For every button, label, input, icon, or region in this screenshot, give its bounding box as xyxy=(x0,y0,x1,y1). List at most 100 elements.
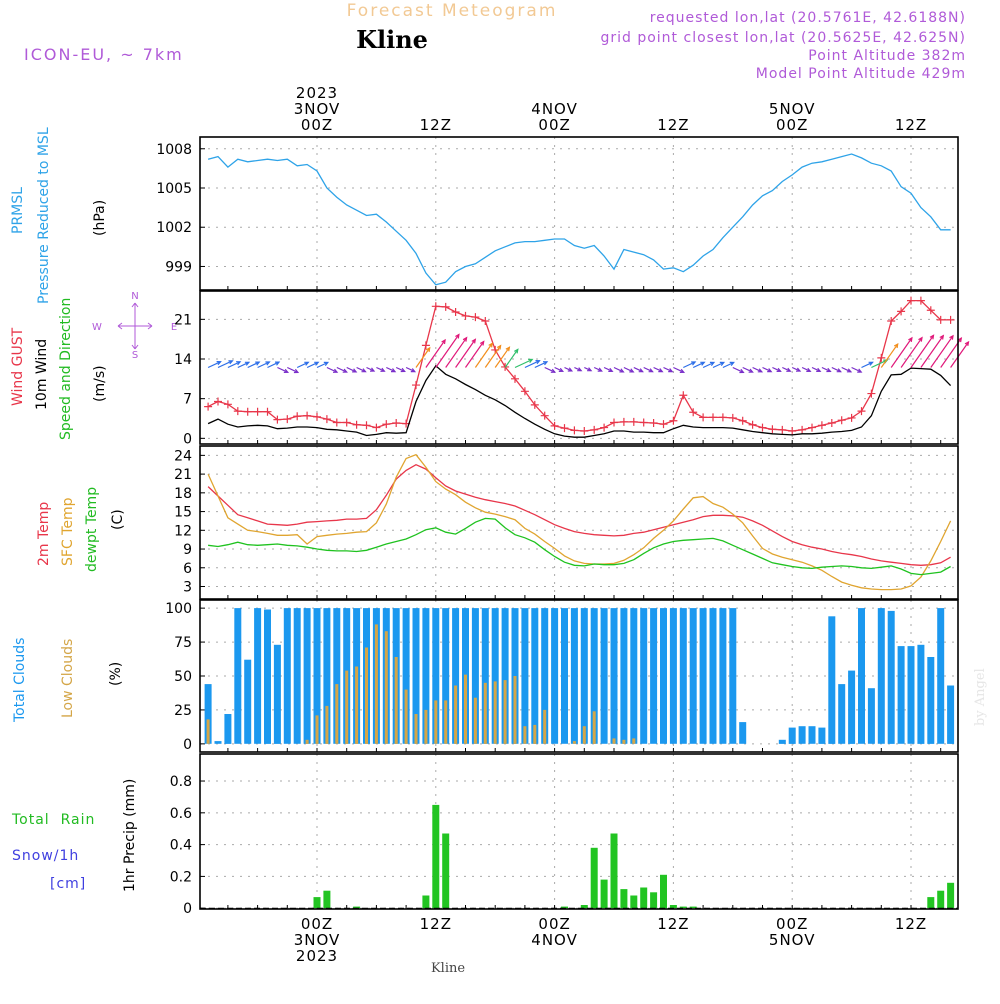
rain-bar xyxy=(580,905,588,909)
temp-series-sfc-temp xyxy=(207,453,952,591)
total-cloud-bar xyxy=(570,608,578,744)
wind-direction-arrow xyxy=(920,335,944,368)
total-cloud-bar xyxy=(580,608,588,744)
footer-location: Kline xyxy=(431,961,465,976)
wind-direction-arrow xyxy=(217,360,233,369)
wind-arrowhead xyxy=(949,334,954,340)
temp-ytick-label: 6 xyxy=(183,561,192,577)
temp-label-2m: 2m Temp xyxy=(36,502,52,566)
temp-label-dewpt: dewpt Temp xyxy=(84,487,100,572)
pressure-side-labels: PRMSL Pressure Reduced to MSL (hPa) xyxy=(10,127,108,304)
low-cloud-bar xyxy=(404,689,408,744)
wind-direction-arrow xyxy=(445,337,468,368)
gust-marker xyxy=(204,402,213,411)
wind-arrowhead xyxy=(629,368,635,373)
low-cloud-bar xyxy=(543,709,547,744)
rain-bar xyxy=(313,897,321,909)
wind-direction-arrow xyxy=(613,366,624,373)
wind-arrowhead xyxy=(265,361,271,366)
wind-arrowhead xyxy=(496,344,502,350)
wind-arrowhead xyxy=(567,367,574,372)
bottom-time-label: 2023 xyxy=(296,947,338,965)
low-cloud-bar xyxy=(632,738,636,744)
wind-arrowhead xyxy=(380,367,386,372)
temp-label-sfc: SFC Temp xyxy=(60,497,76,566)
wind-arrowhead xyxy=(283,368,290,373)
wind-arrowhead xyxy=(455,333,460,339)
wind-direction-arrow xyxy=(554,366,564,372)
gust-marker xyxy=(669,416,678,425)
gust-marker xyxy=(926,306,935,315)
wind-arrowhead xyxy=(304,361,310,366)
total-cloud-bar xyxy=(442,608,450,744)
wind-unit: (m/s) xyxy=(92,365,108,402)
rain-bar xyxy=(442,833,450,909)
temp-ytick-label: 9 xyxy=(183,542,192,558)
gust-marker xyxy=(342,418,351,427)
gust-marker xyxy=(520,387,529,396)
rain-bar xyxy=(679,906,687,909)
gust-marker xyxy=(441,302,450,311)
wind-label-10m: 10m Wind xyxy=(34,339,50,410)
bottom-time-label: 5NOV xyxy=(769,931,816,949)
wind-arrowhead xyxy=(216,361,222,366)
total-cloud-bar xyxy=(422,608,430,744)
total-cloud-bar xyxy=(214,741,222,744)
gust-marker xyxy=(778,425,787,434)
wind-label-speed-dir: Speed and Direction xyxy=(58,298,74,440)
wind-ytick-label: 7 xyxy=(183,392,192,408)
wind-series-wind-gust xyxy=(207,299,951,432)
wind-arrowhead xyxy=(597,367,603,372)
wind-direction-arrow xyxy=(267,361,280,369)
gust-marker xyxy=(817,421,826,430)
total-cloud-bar xyxy=(204,684,212,744)
gust-marker xyxy=(887,317,896,326)
low-cloud-bar xyxy=(434,700,438,744)
wind-direction-arrow xyxy=(366,366,375,372)
temp-series-2m-temp xyxy=(207,463,951,566)
low-cloud-bar xyxy=(622,739,626,744)
total-cloud-bar xyxy=(313,608,321,744)
wind-arrowhead xyxy=(619,368,625,373)
total-cloud-bar xyxy=(689,608,697,744)
wind-direction-arrow xyxy=(742,366,753,373)
bottom-time-label: 00Z xyxy=(301,915,333,933)
gust-marker xyxy=(560,424,569,433)
gust-marker xyxy=(768,425,777,434)
low-cloud-bar xyxy=(206,719,210,744)
wind-direction-arrow xyxy=(395,366,405,372)
gust-marker xyxy=(709,413,717,422)
wind-arrowhead xyxy=(846,368,853,373)
wind-arrowhead xyxy=(929,334,935,340)
low-cloud-bar xyxy=(355,666,359,744)
top-time-label: 12Z xyxy=(895,116,927,134)
precip-ytick-label: 0.6 xyxy=(170,806,192,822)
total-cloud-bar xyxy=(273,644,281,744)
bottom-time-label: 00Z xyxy=(776,915,808,933)
wind-direction-arrow xyxy=(544,366,556,373)
rain-bar xyxy=(432,804,440,909)
total-cloud-bar xyxy=(610,608,618,744)
gust-marker xyxy=(649,419,658,428)
total-cloud-bar xyxy=(640,608,648,744)
rain-bar xyxy=(947,882,955,909)
precip-ytick-label: 0 xyxy=(183,901,192,917)
clouds-unit: (%) xyxy=(108,662,124,686)
bottom-time-label: 12Z xyxy=(657,915,689,933)
gust-marker xyxy=(580,426,589,435)
total-cloud-bar xyxy=(541,608,549,744)
wind-ytick-label: 0 xyxy=(183,431,192,447)
gust-marker xyxy=(431,302,440,311)
wind-frame xyxy=(199,290,959,445)
wind-panel: 21 14 7 0 xyxy=(174,290,970,447)
bottom-time-label: 12Z xyxy=(420,915,452,933)
info-line-model-altitude: Model Point Altitude 429m xyxy=(756,66,966,82)
low-cloud-bar xyxy=(444,700,448,744)
gust-marker xyxy=(619,417,628,426)
total-cloud-bar xyxy=(521,608,529,744)
wind-direction-arrow xyxy=(326,366,338,373)
rain-bar xyxy=(689,906,697,909)
low-cloud-bar xyxy=(572,741,576,744)
rain-bar xyxy=(630,895,638,909)
